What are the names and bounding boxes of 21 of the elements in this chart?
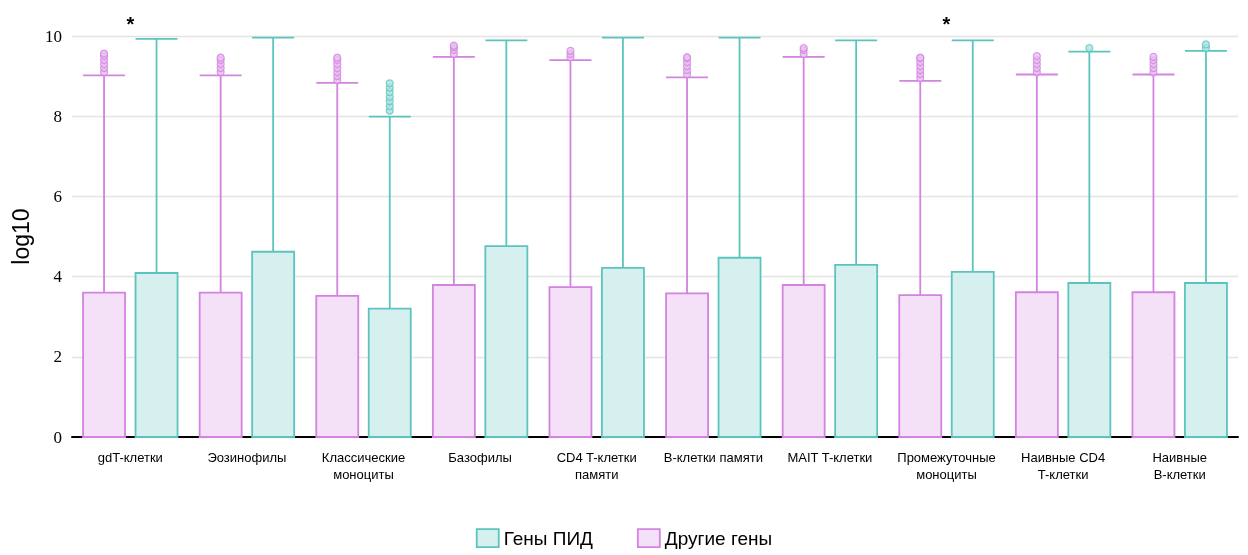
text: * [942, 13, 951, 35]
y-axis-title: log10 [7, 208, 34, 265]
x-tick-label: Классические моноциты [321, 450, 406, 482]
x-tick-label: MAIT T-клетки [787, 450, 873, 465]
x-tick-label: Эозинофилы [207, 450, 287, 465]
y-tick-label: 4 [53, 267, 63, 287]
x-tick-label: Базофилы [448, 450, 512, 465]
y-tick-label: 6 [53, 186, 62, 206]
x-tick-label: Промежуточные моноциты [897, 450, 996, 482]
x-tick-label: CD4 T-клетки памяти [556, 450, 637, 482]
y-tick-label: 10 [45, 26, 62, 46]
x-tick-label: Наивные CD4 T-клетки [1021, 450, 1106, 482]
y-tick-label: 2 [53, 347, 62, 367]
legend-label: Гены ПИД [503, 527, 594, 549]
legend-label: Другие гены [664, 527, 773, 549]
x-tick-label: gdT-клетки [97, 450, 163, 465]
x-tick-label: Наивные B-клетки [1152, 450, 1207, 482]
y-tick-label: 8 [53, 106, 62, 126]
text: * [126, 13, 135, 35]
y-tick-label: 0 [53, 427, 62, 447]
x-tick-label: B-клетки памяти [663, 450, 763, 465]
